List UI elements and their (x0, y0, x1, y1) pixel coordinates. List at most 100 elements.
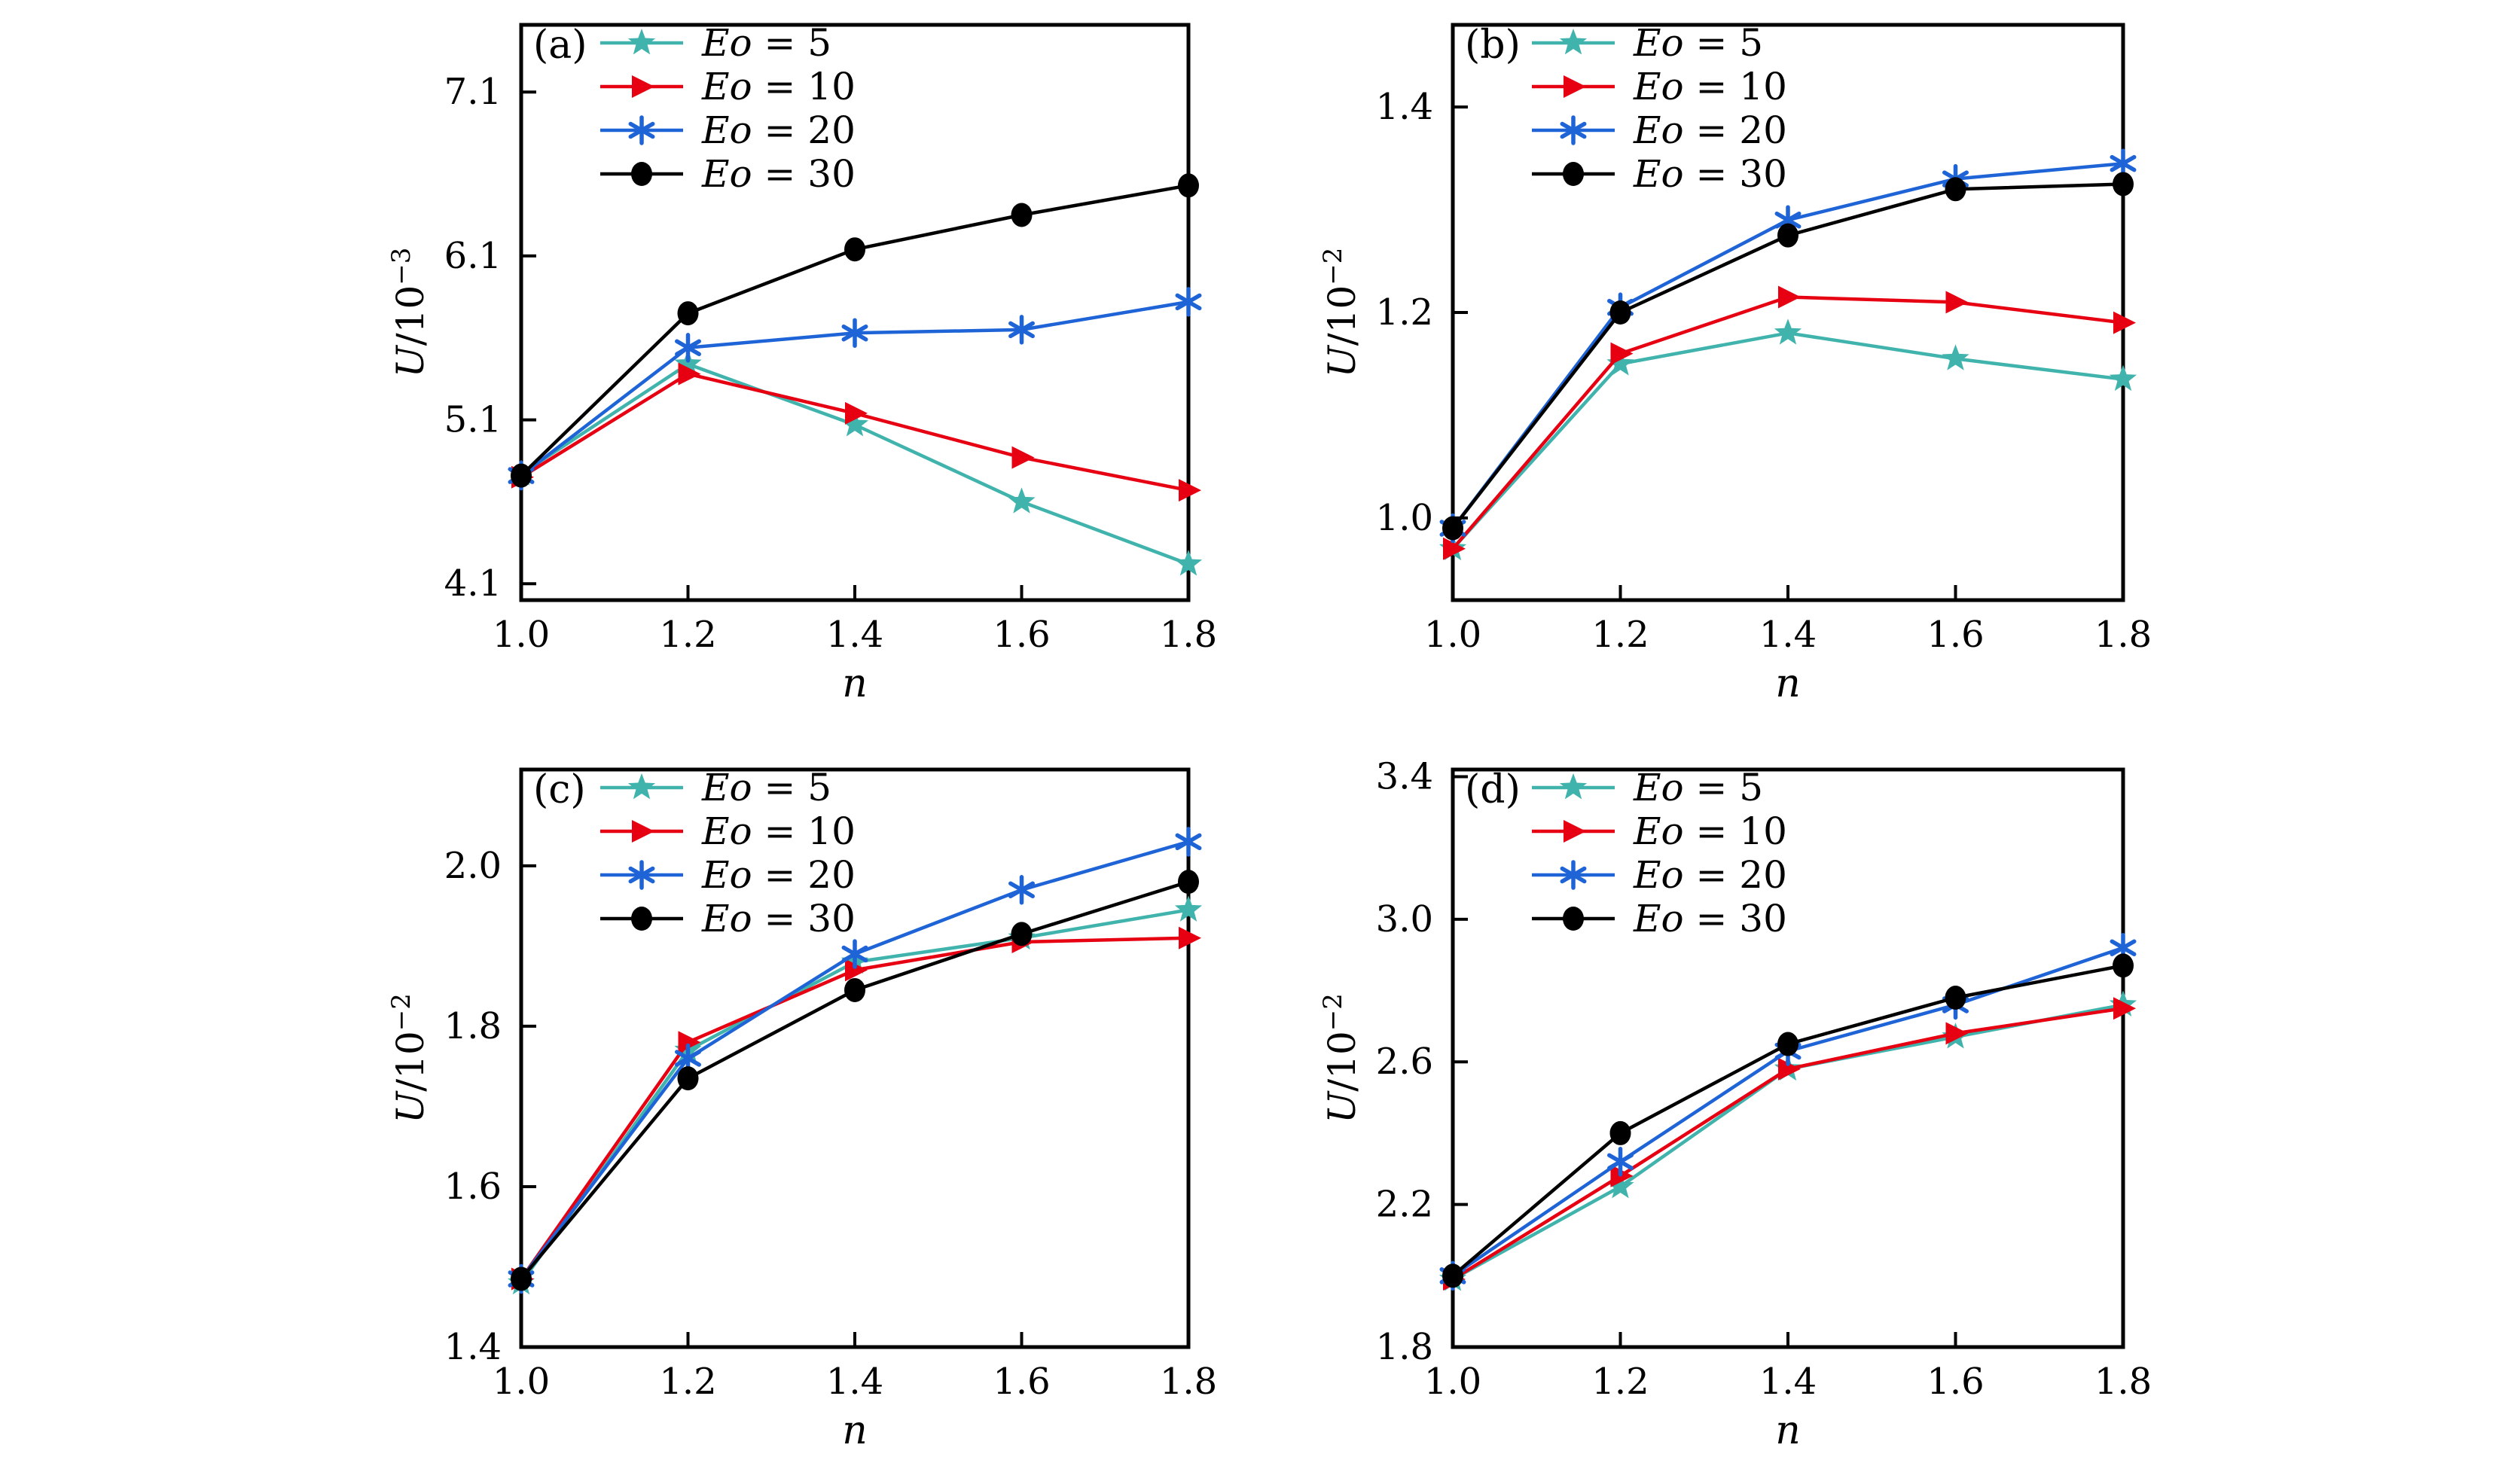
y-tick-label: 3.4 (1376, 755, 1433, 797)
x-tick-label: 1.8 (2094, 1361, 2152, 1403)
x-tick-label: 1.4 (1759, 1361, 1817, 1403)
x-tick-label: 1.0 (1424, 1361, 1481, 1403)
x-tick-label: 1.2 (1591, 614, 1649, 656)
legend-label: Eo = 20 (1633, 108, 1787, 152)
x-tick-label: 1.4 (1759, 614, 1817, 656)
circle-marker (844, 977, 865, 1002)
star-marker (1008, 487, 1036, 514)
y-tick-label: 7.1 (444, 71, 502, 113)
x-tick-label: 1.2 (1591, 1361, 1649, 1403)
triangle-right-marker (1179, 926, 1201, 949)
asterisk-marker (1607, 1147, 1634, 1177)
circle-marker (1442, 516, 1463, 541)
y-tick-label: 6.1 (444, 235, 502, 277)
x-tick-label: 1.8 (1160, 614, 1217, 656)
y-axis-label: U/10−3 (386, 248, 432, 378)
legend-label: Eo = 10 (1633, 809, 1787, 853)
triangle-right-marker (678, 362, 701, 386)
y-tick-label: 1.4 (1376, 86, 1433, 128)
star-marker (627, 29, 656, 55)
x-tick-label: 1.6 (1927, 1361, 1984, 1403)
asterisk-marker (675, 333, 701, 363)
asterisk-marker (628, 115, 655, 145)
legend-label: Eo = 5 (1633, 766, 1763, 809)
triangle-right-marker (1564, 75, 1586, 98)
y-tick-label: 1.6 (444, 1166, 502, 1208)
triangle-right-marker (678, 1031, 701, 1054)
circle-marker (1777, 1032, 1798, 1056)
y-tick-label: 4.1 (444, 562, 502, 605)
star-marker (1606, 1172, 1634, 1199)
asterisk-marker (841, 318, 868, 348)
triangle-right-marker (2113, 311, 2136, 334)
triangle-right-marker (1945, 291, 1969, 314)
circle-marker (1945, 177, 1966, 202)
triangle-right-marker (1179, 479, 1201, 502)
star-marker (1559, 773, 1588, 800)
triangle-right-marker (845, 959, 868, 982)
y-axis-label: U/10−2 (1318, 993, 1364, 1123)
circle-marker (677, 1066, 699, 1091)
circle-marker (1011, 203, 1033, 227)
triangle-right-marker (1610, 342, 1634, 365)
triangle-right-marker (632, 75, 654, 98)
star-marker (1174, 895, 1203, 922)
circle-marker (1563, 907, 1584, 931)
triangle-right-marker (1778, 285, 1801, 309)
triangle-right-marker (845, 401, 868, 425)
asterisk-marker (1560, 860, 1587, 890)
star-marker (1174, 550, 1203, 576)
panel-b-chart: 1.0 1.2 1.4 1.6 1.8 1.0 1.2 1.4 n U/10−2 (b) Eo = 5… (1260, 0, 2520, 730)
triangle-right-marker (1945, 1022, 1969, 1045)
x-tick-label: 1.0 (493, 1361, 550, 1403)
legend-label: Eo = 5 (701, 766, 831, 809)
circle-marker (2113, 172, 2134, 197)
x-tick-label: 1.2 (659, 1361, 716, 1403)
x-axis-label: n (1775, 1408, 1801, 1453)
y-tick-label: 2.6 (1376, 1041, 1433, 1083)
panel-letter: (c) (533, 767, 586, 812)
legend-label: Eo = 10 (701, 65, 856, 108)
circle-marker (677, 301, 699, 326)
circle-marker (1442, 1263, 1463, 1288)
x-tick-label: 1.8 (1160, 1361, 1217, 1403)
legend-label: Eo = 30 (1633, 897, 1787, 940)
y-axis-label: U/10−2 (386, 993, 432, 1123)
legend-label: Eo = 30 (701, 897, 856, 940)
asterisk-marker (1560, 115, 1587, 145)
star-marker (841, 410, 869, 437)
x-tick-label: 1.2 (659, 614, 716, 656)
asterisk-marker (628, 860, 655, 890)
legend-label: Eo = 20 (701, 853, 856, 897)
x-tick-label: 1.6 (993, 614, 1050, 656)
x-tick-label: 1.6 (1927, 614, 1984, 656)
triangle-right-marker (1443, 537, 1466, 560)
triangle-right-marker (1610, 1164, 1634, 1187)
x-tick-label: 1.4 (826, 614, 883, 656)
x-tick-label: 1.0 (1424, 614, 1481, 656)
star-marker (1774, 319, 1802, 345)
x-tick-label: 1.6 (993, 1361, 1050, 1403)
panel-c-chart: 1.0 1.2 1.4 1.6 1.8 1.4 1.6 1.8 2.0 n U/10−2 (c) Eo … (0, 730, 1260, 1460)
panel-letter: (d) (1465, 767, 1521, 812)
legend-label: Eo = 5 (701, 21, 831, 65)
star-marker (674, 349, 702, 376)
legend-label: Eo = 20 (1633, 853, 1787, 897)
x-tick-label: 1.4 (826, 1361, 883, 1403)
circle-marker (1563, 162, 1584, 186)
triangle-right-marker (1778, 1057, 1801, 1081)
legend-label: Eo = 10 (701, 809, 856, 853)
circle-marker (1609, 1120, 1631, 1145)
legend-label: Eo = 5 (1633, 21, 1763, 65)
panel-letter: (b) (1465, 23, 1521, 68)
legend-label: Eo = 20 (701, 108, 856, 152)
y-axis-label: U/10−2 (1318, 248, 1364, 378)
circle-marker (1609, 300, 1631, 325)
circle-marker (1945, 986, 1966, 1010)
y-tick-label: 1.8 (444, 1005, 502, 1047)
star-marker (1559, 29, 1588, 55)
legend-label: Eo = 30 (701, 152, 856, 196)
star-marker (2109, 364, 2137, 392)
y-tick-label: 5.1 (444, 399, 502, 441)
